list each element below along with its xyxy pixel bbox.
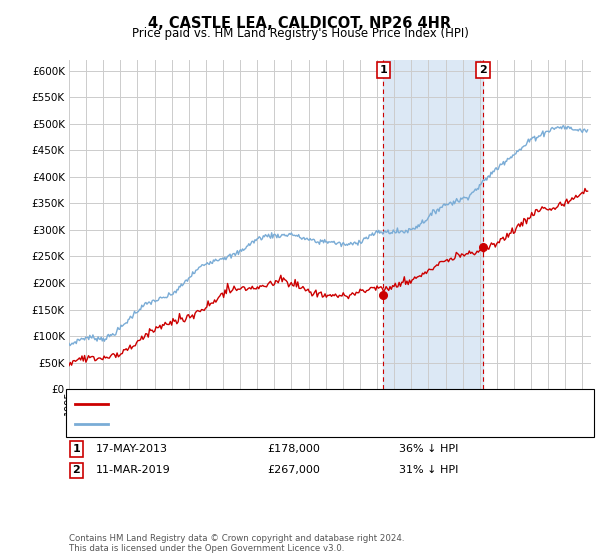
Text: 2: 2 [479, 65, 487, 75]
Text: 36% ↓ HPI: 36% ↓ HPI [399, 444, 458, 454]
Text: 1: 1 [73, 444, 80, 454]
Text: Contains HM Land Registry data © Crown copyright and database right 2024.
This d: Contains HM Land Registry data © Crown c… [69, 534, 404, 553]
Text: £178,000: £178,000 [267, 444, 320, 454]
Text: £267,000: £267,000 [267, 465, 320, 475]
Text: 2: 2 [73, 465, 80, 475]
Text: 1: 1 [380, 65, 387, 75]
Text: 4, CASTLE LEA, CALDICOT, NP26 4HR: 4, CASTLE LEA, CALDICOT, NP26 4HR [148, 16, 452, 31]
Bar [383, 60, 483, 389]
Text: HPI: Average price, detached house, Monmouthshire: HPI: Average price, detached house, Monm… [114, 418, 388, 428]
Text: 11-MAR-2019: 11-MAR-2019 [96, 465, 171, 475]
Text: Price paid vs. HM Land Registry's House Price Index (HPI): Price paid vs. HM Land Registry's House … [131, 27, 469, 40]
Text: 4, CASTLE LEA, CALDICOT, NP26 4HR (detached house): 4, CASTLE LEA, CALDICOT, NP26 4HR (detac… [114, 399, 403, 409]
Text: 31% ↓ HPI: 31% ↓ HPI [399, 465, 458, 475]
Text: 17-MAY-2013: 17-MAY-2013 [96, 444, 168, 454]
